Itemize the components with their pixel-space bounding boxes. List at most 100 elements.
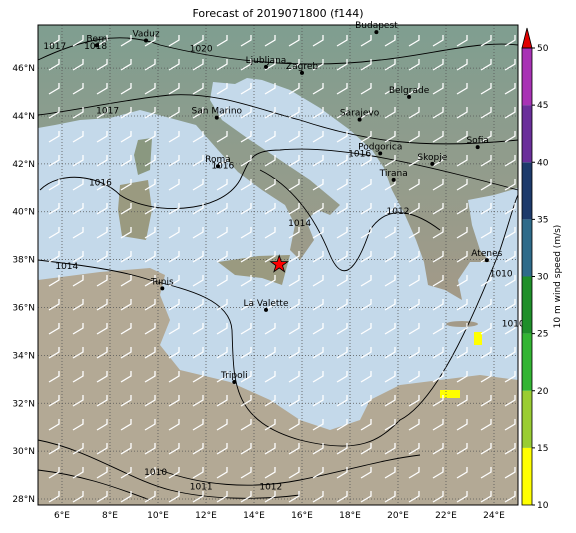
y-tick-label: 38°N — [12, 256, 35, 266]
wind-barb — [192, 371, 204, 383]
wind-barb — [192, 35, 204, 47]
wind-barb — [72, 131, 84, 143]
city-dot — [94, 43, 99, 48]
wind-barb — [144, 251, 156, 263]
city-label: Bern — [86, 34, 107, 44]
wind-barb — [168, 395, 180, 407]
wind-barb — [240, 323, 252, 335]
y-tick-label: 42°N — [12, 160, 35, 170]
wind-barb — [288, 443, 300, 455]
wind-barb — [336, 251, 348, 263]
wind-barb — [264, 131, 276, 143]
wind-barb — [336, 467, 348, 479]
wind-barb — [288, 275, 300, 287]
wind-barb — [384, 275, 396, 287]
wind-barb — [408, 83, 420, 95]
wind-barb — [384, 491, 396, 503]
colorbar-tick-label: 50 — [537, 44, 549, 54]
wind-barb — [480, 347, 492, 359]
wind-barb — [336, 299, 348, 311]
wind-barb — [336, 347, 348, 359]
wind-barb — [384, 347, 396, 359]
wind-barb — [480, 179, 492, 191]
wind-barb — [48, 491, 60, 503]
wind-barb — [456, 395, 468, 407]
wind-barb — [144, 443, 156, 455]
wind-barb — [168, 467, 180, 479]
wind-barb — [264, 371, 276, 383]
wind-barb — [288, 35, 300, 47]
wind-barb — [216, 227, 228, 239]
wind-barb — [384, 467, 396, 479]
city-dot — [484, 258, 489, 263]
wind-barb — [96, 35, 108, 47]
wind-barb — [456, 419, 468, 431]
wind-barb — [480, 251, 492, 263]
wind-barb — [432, 467, 444, 479]
wind-barb — [144, 35, 156, 47]
wind-barb — [96, 323, 108, 335]
city-label: Skopje — [417, 153, 447, 163]
wind-barb — [120, 83, 132, 95]
wind-barb — [216, 155, 228, 167]
wind-barb — [432, 491, 444, 503]
wind-barb — [384, 443, 396, 455]
wind-barb — [336, 323, 348, 335]
wind-barb — [240, 491, 252, 503]
city-dot — [232, 379, 237, 384]
city-label: Belgrade — [389, 86, 430, 96]
wind-barb — [456, 107, 468, 119]
wind-barb — [144, 131, 156, 143]
wind-barb — [360, 35, 372, 47]
wind-barb — [408, 299, 420, 311]
wind-barb — [72, 347, 84, 359]
wind-barb — [360, 323, 372, 335]
wind-barb — [72, 83, 84, 95]
wind-barb — [456, 155, 468, 167]
colorbar-tick-label: 25 — [537, 330, 548, 340]
wind-barb — [240, 227, 252, 239]
wind-barb — [264, 395, 276, 407]
colorbar-segment — [522, 105, 532, 163]
wind-barb — [312, 347, 324, 359]
wind-barb — [360, 491, 372, 503]
wind-barb — [48, 347, 60, 359]
wind-barb — [168, 299, 180, 311]
land-europe — [38, 25, 518, 300]
city-label: La Valette — [244, 299, 289, 309]
city-dot — [391, 177, 396, 182]
wind-barb — [192, 59, 204, 71]
wind-barb — [144, 467, 156, 479]
wind-barb — [480, 275, 492, 287]
wind-barb — [240, 155, 252, 167]
wind-barb — [216, 323, 228, 335]
colorbar-segment — [522, 48, 532, 106]
wind-barb — [504, 251, 516, 263]
wind-barb — [192, 299, 204, 311]
wind-barb — [192, 107, 204, 119]
city-dot — [160, 286, 165, 291]
wind-barb — [480, 467, 492, 479]
wind-barb — [216, 491, 228, 503]
wind-barb — [144, 227, 156, 239]
wind-barb — [384, 83, 396, 95]
isobar-label: 1016 — [211, 162, 234, 172]
wind-barb — [312, 467, 324, 479]
city-label: Ljubljana — [246, 56, 287, 66]
wind-barb — [264, 107, 276, 119]
wind-barb — [432, 83, 444, 95]
wind-barb — [168, 419, 180, 431]
city-label: Tripoli — [220, 371, 248, 381]
wind-barb — [504, 347, 516, 359]
wind-barb — [288, 395, 300, 407]
isobar-label: 1012 — [387, 207, 410, 217]
wind-barb — [120, 203, 132, 215]
wind-barb — [168, 227, 180, 239]
wind-barb — [504, 467, 516, 479]
wind-barb — [192, 155, 204, 167]
isobar-label: 1014 — [288, 219, 311, 229]
wind-barb — [144, 371, 156, 383]
wind-barb — [144, 83, 156, 95]
land-corsica — [134, 138, 152, 175]
wind-barb — [336, 203, 348, 215]
